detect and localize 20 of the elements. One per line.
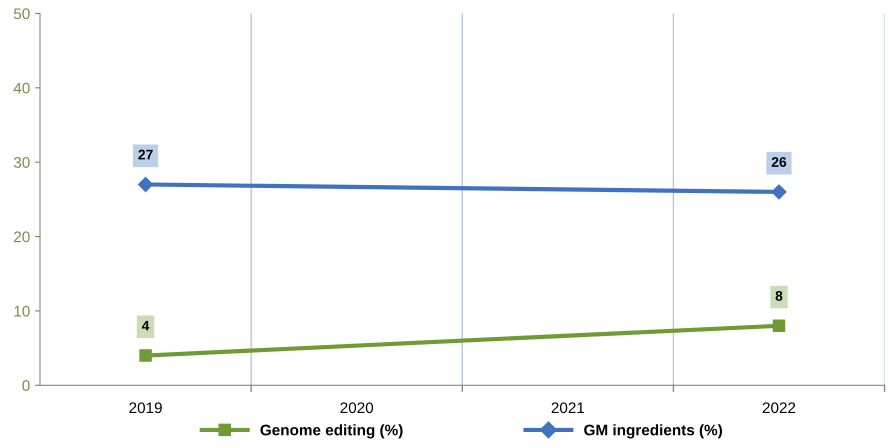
point xyxy=(772,320,786,332)
x-tick-label: 2019 xyxy=(129,402,162,414)
y-tick-label: 40 xyxy=(14,82,30,94)
data-label: 26 xyxy=(772,157,786,167)
y-tick-label: 0 xyxy=(22,380,30,391)
y-tick-label: 20 xyxy=(14,231,30,242)
x-tick-label: 2021 xyxy=(552,402,584,414)
y-tick-label: 50 xyxy=(14,8,30,20)
legend-label: Genome editing (%) xyxy=(260,424,403,438)
point xyxy=(771,184,787,200)
data-label: 4 xyxy=(142,320,150,330)
x-tick-label: 2020 xyxy=(340,402,374,414)
legend-label: GM ingredients (%) xyxy=(584,424,722,438)
point xyxy=(138,176,154,192)
x-tick-label: 2022 xyxy=(762,402,796,414)
y-tick-label: 10 xyxy=(14,306,30,317)
data-label: 8 xyxy=(776,290,782,301)
y-tick-label: 30 xyxy=(14,157,30,168)
point xyxy=(139,349,152,362)
data-label: 27 xyxy=(138,150,153,160)
